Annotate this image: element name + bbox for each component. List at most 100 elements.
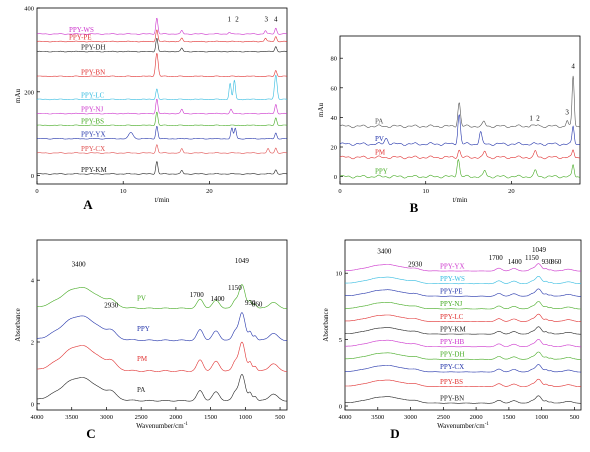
series-label: PPY-PE bbox=[69, 34, 92, 42]
series-label: PPY-BS bbox=[81, 117, 104, 125]
series-label: PPY-CX bbox=[81, 145, 105, 153]
y-tick-label: 4 bbox=[31, 278, 35, 285]
y-tick-label: 2 bbox=[31, 340, 34, 347]
x-axis-label: t/min bbox=[155, 196, 170, 204]
plot-frame bbox=[36, 239, 288, 411]
y-tick-label: 0 bbox=[334, 174, 337, 181]
peak-label: 4 bbox=[571, 63, 575, 71]
panel-c: 4000 3500 3000 2500 2000 1500 1000 500 0 2 4 Wavenu… bbox=[14, 239, 288, 441]
series-line-ppy-ws bbox=[36, 17, 287, 35]
series-label: PPY-CX bbox=[440, 363, 464, 371]
panel-b: 0 10 20 0 20 40 60 80 t/min mAu PA PV PM PPY 1 2 3 4 B bbox=[317, 35, 581, 215]
y-axis-label: Absorbance bbox=[14, 308, 22, 341]
x-tick-label: 2500 bbox=[135, 414, 148, 421]
series-line-ppy-lc bbox=[36, 74, 288, 101]
x-tick-label: 3000 bbox=[100, 414, 113, 421]
panel-a: 0 10 200200400t/minmAuPPY-WSPPY-PEPPY-DHPP… bbox=[14, 6, 288, 212]
y-axis-label: mAu bbox=[14, 89, 22, 104]
series-line-pm bbox=[36, 341, 287, 372]
peak-label: 1150 bbox=[525, 254, 539, 262]
series-line-ppy-ws bbox=[345, 275, 581, 285]
series-label: PPY-YX bbox=[81, 131, 106, 139]
peak-label: 1700 bbox=[489, 254, 504, 262]
series-line-ppy bbox=[339, 158, 581, 179]
series-line-ppy-nj bbox=[344, 301, 581, 310]
series-label: PPY-KM bbox=[81, 166, 107, 174]
plot-frame bbox=[339, 35, 581, 185]
series-line-ppy-lc bbox=[345, 313, 581, 322]
series-line-ppy-km bbox=[345, 326, 581, 335]
series-label: PM bbox=[375, 148, 386, 156]
peak-label: 4 bbox=[274, 15, 278, 23]
x-tick-label: 20 bbox=[508, 188, 515, 195]
series-line-ppy-pe bbox=[36, 29, 287, 43]
y-tick-label: 0 bbox=[31, 401, 34, 408]
series-label: PPY-LC bbox=[440, 313, 464, 321]
peak-label: 1 bbox=[529, 114, 533, 122]
x-axis-label-sup: -1 bbox=[184, 422, 189, 427]
y-tick-label: 0 bbox=[339, 404, 342, 411]
series-line-ppy-pe bbox=[345, 288, 581, 297]
peak-label: 3 bbox=[565, 108, 569, 116]
series-line-pa bbox=[37, 374, 287, 402]
peak-label: 860 bbox=[551, 258, 562, 266]
x-tick-label: 0 bbox=[35, 188, 38, 195]
plot-frame bbox=[344, 239, 582, 411]
series-label: PPY-WS bbox=[440, 275, 465, 283]
x-tick-label: 3000 bbox=[404, 414, 417, 421]
y-tick-label: 400 bbox=[24, 6, 34, 13]
series-line-pa bbox=[339, 75, 581, 129]
y-tick-label: 200 bbox=[24, 89, 34, 96]
series-label: PA bbox=[137, 386, 145, 394]
x-tick-label: 0 bbox=[338, 188, 341, 195]
x-tick-label: 1000 bbox=[535, 414, 548, 421]
peak-label: 3 bbox=[265, 15, 269, 23]
series-line-ppy-yx bbox=[37, 126, 288, 140]
plot-frame bbox=[36, 7, 288, 185]
series-line-ppy-cx bbox=[345, 364, 581, 373]
series-line-ppy-dh bbox=[345, 351, 581, 360]
series-label: PPY-BN bbox=[440, 394, 464, 402]
series-line-ppy-bs bbox=[37, 111, 288, 127]
x-axis-label-sup: -1 bbox=[485, 422, 490, 427]
series-label: PPY-HB bbox=[440, 338, 464, 346]
x-tick-label: 1500 bbox=[502, 414, 515, 421]
series-line-ppy-dh bbox=[36, 38, 287, 53]
peak-label: 2 bbox=[235, 15, 239, 23]
peak-label: 3400 bbox=[72, 260, 87, 268]
series-label: PPY-NJ bbox=[81, 106, 103, 114]
peak-label: 1 bbox=[227, 15, 231, 23]
series-line-ppy-bn bbox=[36, 53, 287, 77]
series-line-ppy-hb bbox=[345, 339, 581, 348]
series-line-ppy-km bbox=[37, 161, 288, 175]
series-line-pm bbox=[339, 149, 581, 160]
series-label: PPY-YX bbox=[440, 262, 465, 270]
peak-label: 1700 bbox=[190, 291, 205, 299]
panel-letter: D bbox=[390, 426, 399, 441]
series-label: PPY-DH bbox=[440, 351, 465, 359]
series-label: PPY-PE bbox=[440, 288, 463, 296]
y-tick-label: 0 bbox=[31, 173, 34, 180]
y-tick-label: 5 bbox=[339, 337, 342, 344]
x-axis-label: Wavenumber/cm-1 bbox=[437, 422, 489, 430]
x-tick-label: 10 bbox=[120, 188, 127, 195]
x-tick-label: 1000 bbox=[239, 414, 252, 421]
peak-label: 2 bbox=[536, 114, 540, 122]
y-tick-label: 20 bbox=[331, 145, 338, 152]
series-label: PPY-NJ bbox=[440, 300, 462, 308]
series-label: PV bbox=[137, 295, 146, 303]
panel-letter: C bbox=[86, 426, 95, 441]
x-tick-label: 500 bbox=[570, 414, 580, 421]
y-tick-label: 10 bbox=[336, 271, 343, 278]
x-tick-label: 3500 bbox=[65, 414, 78, 421]
peak-label: 3400 bbox=[377, 247, 392, 255]
x-tick-label: 4000 bbox=[339, 414, 352, 421]
series-label: PPY-BS bbox=[440, 378, 463, 386]
x-axis-label: Wavenumber/cm-1 bbox=[136, 422, 188, 430]
x-tick-label: 2500 bbox=[437, 414, 450, 421]
peak-label: 860 bbox=[252, 300, 263, 308]
peak-label: 1049 bbox=[532, 246, 547, 254]
series-line-pv bbox=[37, 284, 287, 310]
x-tick-label: 4000 bbox=[31, 414, 44, 421]
